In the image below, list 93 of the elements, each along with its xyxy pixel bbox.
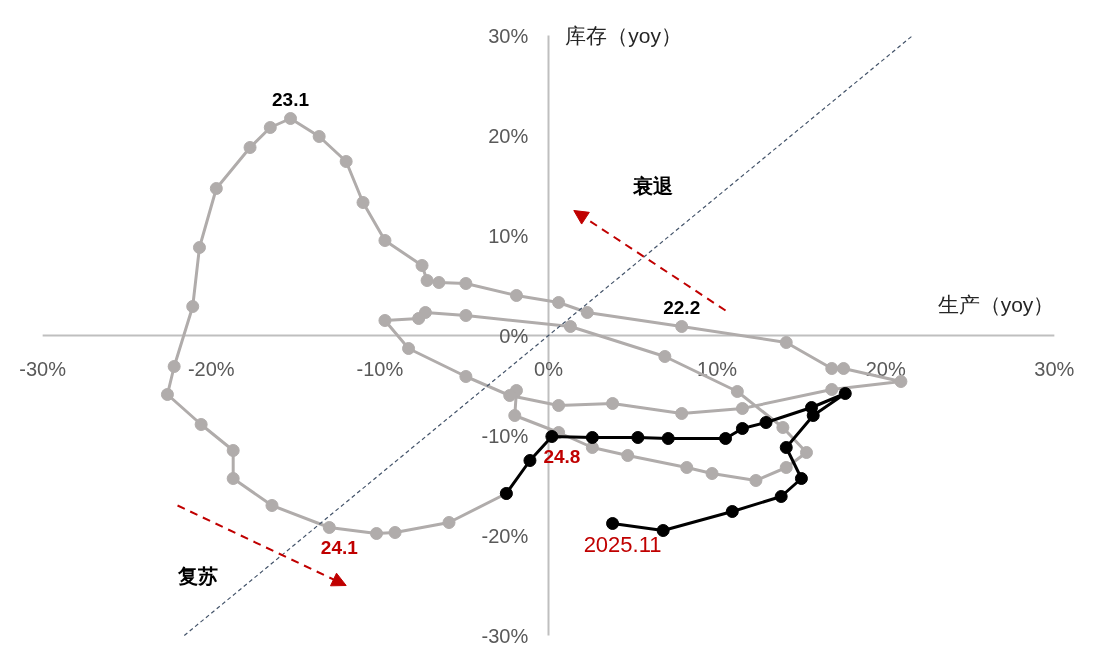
y-tick-label: -30% bbox=[481, 624, 529, 645]
point bbox=[412, 312, 426, 325]
point bbox=[675, 320, 689, 333]
point bbox=[631, 431, 645, 444]
y-tick-label: 30% bbox=[488, 24, 529, 47]
point bbox=[794, 472, 808, 485]
point bbox=[312, 130, 326, 143]
annotation: 24.1 bbox=[320, 536, 359, 558]
point bbox=[730, 385, 744, 398]
point bbox=[779, 461, 793, 474]
point bbox=[774, 490, 788, 503]
point bbox=[226, 444, 240, 457]
x-tick-label: -10% bbox=[356, 357, 404, 380]
point bbox=[226, 472, 240, 485]
point bbox=[442, 516, 456, 529]
point bbox=[378, 234, 392, 247]
y-tick-label: -10% bbox=[481, 424, 529, 447]
point bbox=[838, 387, 852, 400]
point bbox=[719, 432, 733, 445]
point bbox=[799, 446, 813, 459]
point bbox=[735, 402, 749, 415]
point bbox=[356, 196, 370, 209]
point bbox=[705, 467, 719, 480]
point bbox=[806, 409, 820, 422]
x-tick-label: 10% bbox=[697, 357, 738, 380]
point bbox=[658, 350, 672, 363]
point bbox=[263, 121, 277, 134]
point bbox=[402, 342, 416, 355]
y-axis-title: 库存（yoy） bbox=[565, 24, 683, 47]
point bbox=[459, 309, 473, 322]
y-tick-label: 0% bbox=[499, 324, 529, 347]
annotation: 23.1 bbox=[272, 88, 310, 110]
point bbox=[339, 155, 353, 168]
point bbox=[167, 360, 181, 373]
point bbox=[837, 362, 851, 375]
point bbox=[735, 422, 749, 435]
point bbox=[509, 289, 523, 302]
y-tick-label: 20% bbox=[488, 124, 529, 147]
point bbox=[508, 409, 522, 422]
point bbox=[378, 314, 392, 327]
point bbox=[825, 383, 839, 396]
point bbox=[894, 375, 908, 388]
point bbox=[585, 441, 599, 454]
point bbox=[388, 526, 402, 539]
y-tick-label: -20% bbox=[481, 524, 529, 547]
point bbox=[749, 474, 763, 487]
point bbox=[680, 461, 694, 474]
point bbox=[661, 432, 675, 445]
point bbox=[759, 416, 773, 429]
x-tick-label: -30% bbox=[19, 357, 67, 380]
annotation: 24.8 bbox=[543, 445, 581, 467]
point bbox=[192, 241, 206, 254]
point bbox=[779, 441, 793, 454]
point bbox=[160, 388, 174, 401]
annotation: 22.2 bbox=[663, 296, 701, 318]
point bbox=[432, 276, 446, 289]
point bbox=[552, 399, 566, 412]
annotation: 2025.11 bbox=[583, 531, 662, 557]
point bbox=[825, 362, 839, 375]
point bbox=[725, 505, 739, 518]
point bbox=[322, 521, 336, 534]
point bbox=[606, 397, 620, 410]
point bbox=[563, 320, 577, 333]
point bbox=[415, 259, 429, 272]
point bbox=[552, 296, 566, 309]
annotation: 复苏 bbox=[176, 564, 218, 587]
y-tick-label: 10% bbox=[488, 224, 529, 247]
point bbox=[503, 389, 517, 402]
point bbox=[675, 407, 689, 420]
point bbox=[284, 112, 298, 125]
x-axis-title: 生产（yoy） bbox=[937, 292, 1055, 316]
point bbox=[194, 418, 208, 431]
annotation: 衰退 bbox=[631, 174, 673, 197]
point bbox=[523, 454, 537, 467]
point bbox=[420, 274, 434, 287]
point bbox=[459, 277, 473, 290]
point bbox=[186, 300, 200, 313]
point bbox=[370, 527, 384, 540]
x-tick-label: 0% bbox=[534, 357, 564, 380]
point bbox=[243, 141, 257, 154]
point bbox=[545, 430, 559, 443]
point bbox=[779, 336, 793, 349]
point bbox=[656, 524, 670, 537]
point bbox=[459, 370, 473, 383]
x-tick-label: -20% bbox=[187, 357, 235, 380]
point bbox=[580, 306, 594, 319]
point bbox=[621, 449, 635, 462]
point bbox=[585, 431, 599, 444]
point bbox=[265, 499, 279, 512]
point bbox=[776, 421, 790, 434]
point bbox=[606, 517, 620, 530]
x-tick-label: 30% bbox=[1034, 357, 1075, 380]
point bbox=[209, 182, 223, 195]
